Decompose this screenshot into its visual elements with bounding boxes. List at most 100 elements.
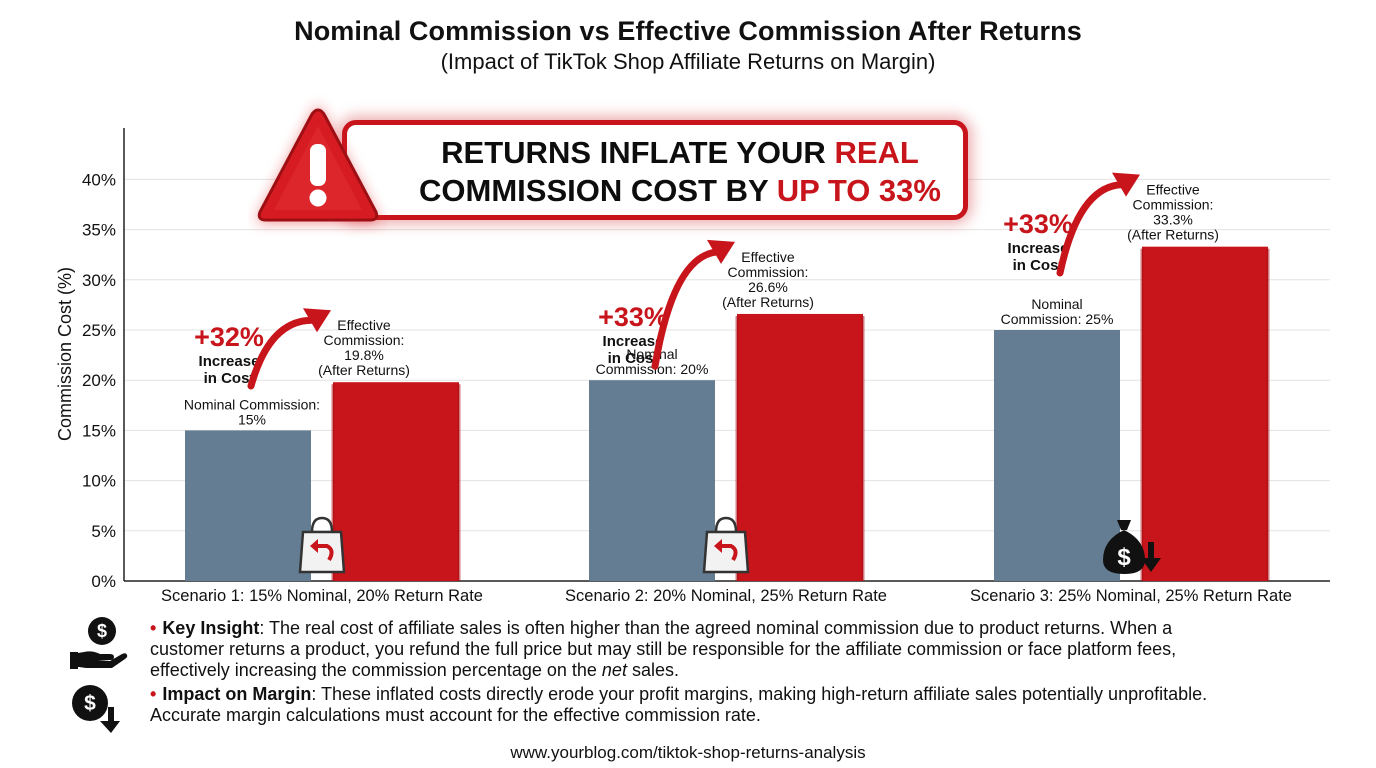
effective-bar-edge (1266, 248, 1270, 581)
money-bag-down-icon: $ (1103, 520, 1161, 574)
key-insight-net: net (601, 660, 627, 680)
effective-bar-edge (861, 315, 865, 581)
effective-bar (737, 313, 863, 581)
down-arrow-shaft (1148, 542, 1154, 562)
bag-body (702, 530, 750, 574)
increase-arrow-head (707, 239, 735, 264)
impact-line-2: Accurate margin calculations must accoun… (150, 705, 761, 725)
effective-bar-edge (457, 384, 461, 581)
nominal-bar (994, 330, 1120, 581)
bag-handle (714, 516, 738, 533)
effective-value-label: 33.3% (1153, 212, 1193, 228)
footer-url: www.yourblog.com/tiktok-shop-returns-ana… (510, 743, 866, 762)
callout-text: RETURNS INFLATE YOUR REAL COMMISSION COS… (348, 134, 1012, 210)
x-category-label: Scenario 1: 15% Nominal, 20% Return Rate (161, 587, 483, 605)
y-tick-label: 5% (91, 522, 116, 541)
bullet-impact-text: • Impact on Margin: These inflated costs … (150, 684, 1207, 726)
chart-title: Nominal Commission vs Effective Commissi… (294, 16, 1082, 46)
y-tick-label: 30% (82, 271, 116, 290)
return-arrow (720, 544, 738, 562)
shopping-bag-return-icon (298, 516, 346, 574)
increase-percent-label: +33% (598, 302, 668, 332)
y-tick-label: 0% (91, 572, 116, 591)
increase-percent-label: +33% (1003, 209, 1073, 239)
increase-label: Increase (199, 353, 260, 370)
key-insight-line-3-end: sales. (626, 660, 679, 680)
increase-arrow-head (303, 308, 331, 333)
increase-arrow (247, 316, 317, 390)
effective-bar (333, 382, 459, 581)
bullet-dot: • (150, 684, 157, 704)
chart-subtitle: (Impact of TikTok Shop Affiliate Returns… (440, 49, 936, 74)
shopping-bag-return-icon (702, 516, 750, 574)
bag-handle (310, 516, 334, 533)
y-tick-label: 25% (82, 321, 116, 340)
effective-value-label: (After Returns) (318, 362, 410, 378)
nominal-value-label: Nominal (1031, 296, 1082, 312)
effective-value-label: (After Returns) (1127, 227, 1219, 243)
callout-banner (342, 120, 968, 220)
effective-value-label: Effective (1146, 182, 1200, 198)
effective-value-label: Effective (337, 317, 391, 333)
key-insight-line-3: effectively increasing the commission pe… (150, 660, 602, 680)
effective-value-label: Commission: (1133, 197, 1214, 213)
bag-top (1117, 520, 1131, 530)
svg-text:$: $ (84, 692, 96, 715)
increase-label: Increase (603, 333, 664, 350)
svg-text:$: $ (97, 621, 107, 641)
y-tick-label: 35% (82, 221, 116, 240)
effective-bar-edge (331, 384, 335, 581)
increase-label: in Cost (608, 350, 659, 367)
bullet-key-insight-text: • Key Insight: The real cost of affiliate… (150, 618, 1176, 681)
bar-chart: 0% 5% 10% 15% 20% 25% 30% 35% 40% Commission Cost… (55, 128, 1330, 605)
warning-triangle-icon (256, 104, 380, 222)
callout-line2: COMMISSION COST BY (419, 173, 777, 208)
down-arrow-head (1141, 558, 1161, 572)
impact-label: Impact on Margin (162, 684, 312, 704)
y-tick-label: 20% (82, 371, 116, 390)
y-tick-label: 15% (82, 421, 116, 440)
effective-value-label: 19.8% (344, 347, 384, 363)
nominal-value-label: Commission: 20% (596, 361, 709, 377)
effective-bar-edge (1140, 248, 1144, 581)
increase-arrow (1056, 181, 1126, 277)
callout-line1: RETURNS INFLATE YOUR (441, 135, 835, 170)
nominal-value-label: Nominal (626, 346, 677, 362)
increase-label: Increase (1008, 240, 1069, 257)
increase-label: in Cost (204, 370, 255, 387)
callout-highlight-33: UP TO 33% (776, 173, 941, 208)
dollar-hand-icon: $ (70, 617, 128, 669)
x-category-label: Scenario 3: 25% Nominal, 25% Return Rate (970, 587, 1292, 605)
y-tick-label: 40% (82, 170, 116, 189)
bag-body (1103, 530, 1145, 574)
effective-bar (1142, 246, 1268, 581)
nominal-value-label: Nominal Commission: (184, 396, 320, 412)
callout-highlight-real: REAL (834, 135, 919, 170)
key-insight-label: Key Insight (162, 618, 260, 638)
return-arrow-head (310, 539, 318, 553)
effective-bar-edge (735, 315, 739, 581)
y-axis-label: Commission Cost (%) (55, 267, 75, 441)
key-insight-line-1: : The real cost of affiliate sales is of… (259, 618, 1173, 638)
dollar-symbol: $ (1117, 544, 1131, 571)
key-insight-line-2: customer returns a product, you refund t… (150, 639, 1177, 659)
y-tick-label: 10% (82, 472, 116, 491)
increase-arrow (651, 248, 721, 370)
nominal-bar (185, 430, 311, 581)
return-arrow-head (714, 539, 722, 553)
nominal-value-label: 15% (238, 411, 266, 427)
dollar-down-icon: $ (72, 685, 120, 733)
effective-value-label: (After Returns) (722, 294, 814, 310)
x-category-label: Scenario 2: 20% Nominal, 25% Return Rate (565, 587, 887, 605)
bag-body (298, 530, 346, 574)
increase-arrow-head (1112, 172, 1140, 197)
effective-value-label: 26.6% (748, 279, 788, 295)
increase-label: in Cost (1013, 257, 1064, 274)
nominal-value-label: Commission: 25% (1001, 311, 1114, 327)
impact-line-1: : These inflated costs directly erode yo… (311, 684, 1208, 704)
return-arrow (316, 544, 334, 562)
effective-value-label: Commission: (728, 264, 809, 280)
nominal-bar (589, 380, 715, 581)
bullet-dot: • (150, 618, 157, 638)
increase-percent-label: +32% (194, 322, 264, 352)
